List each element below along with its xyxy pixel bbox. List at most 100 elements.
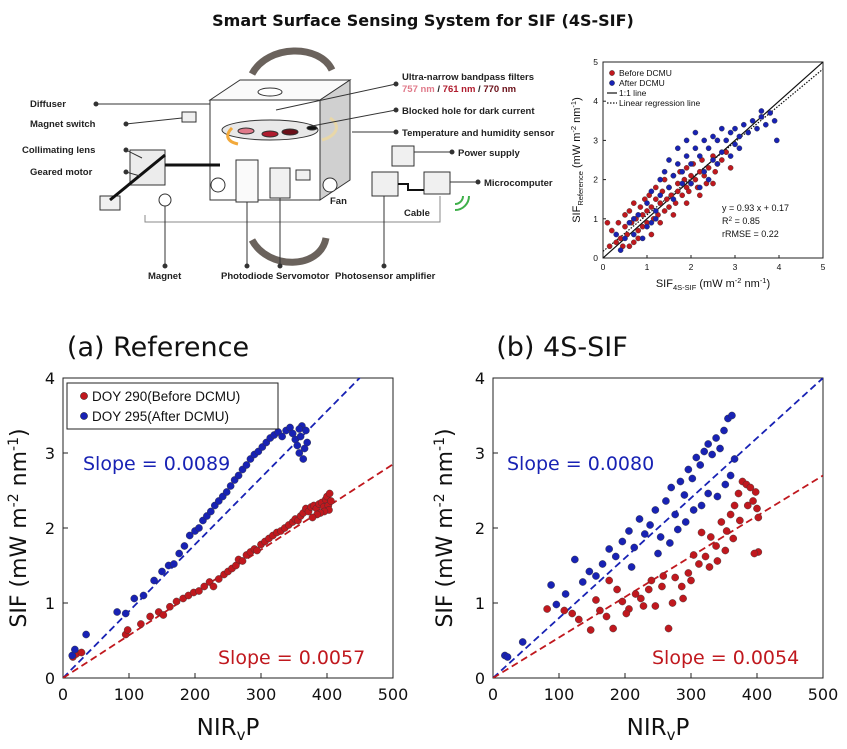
inset-point bbox=[719, 125, 725, 132]
chart-a-point bbox=[137, 620, 145, 628]
chart-b-ytick-label: 4 bbox=[475, 369, 485, 388]
fan-left-icon bbox=[210, 177, 226, 193]
chart-b-ylabel: SIF (mW m-2 nm-1) bbox=[432, 428, 458, 627]
chart-b-point bbox=[679, 594, 687, 603]
chart-b-point bbox=[700, 447, 709, 456]
diffuser-opening bbox=[257, 87, 283, 97]
chart-a-point bbox=[308, 513, 317, 522]
label-microcomputer: Microcomputer bbox=[484, 178, 553, 189]
inset-point bbox=[719, 149, 725, 155]
chart-b-point bbox=[736, 516, 744, 525]
chart-a-point bbox=[242, 461, 251, 469]
chart-a-point bbox=[121, 609, 130, 618]
chart-b-point bbox=[644, 585, 653, 594]
inset-point bbox=[666, 184, 672, 191]
label-geared-motor: Geared motor bbox=[30, 167, 93, 178]
chart-b-point bbox=[722, 527, 731, 535]
chart-a-ytick-label: 4 bbox=[45, 369, 55, 388]
chart-b-point bbox=[671, 573, 679, 582]
chart-4s-sif: (b) 4S-SIF 0 100 200 300 400 500 0 1 2 3 4 Slope =… bbox=[432, 332, 838, 744]
chart-b-point bbox=[677, 582, 686, 591]
housing-front bbox=[209, 99, 321, 201]
chart-b-slope-red: Slope = 0.0054 bbox=[652, 647, 799, 669]
chart-a-ytick-label: 1 bbox=[45, 594, 55, 613]
chart-a-point bbox=[175, 549, 183, 558]
chart-a-point bbox=[159, 611, 168, 619]
inset-point bbox=[635, 212, 642, 218]
chart-b-point bbox=[575, 615, 583, 624]
inset-point bbox=[661, 168, 668, 175]
inset-point bbox=[686, 188, 692, 195]
instrument-schematic bbox=[93, 47, 481, 269]
chart-a-point bbox=[207, 507, 215, 516]
chart-a-point bbox=[146, 612, 154, 621]
inset-point bbox=[679, 192, 686, 199]
legend-after-dcmu: DOY 295(After DCMU) bbox=[92, 409, 229, 424]
chart-a-point bbox=[238, 557, 247, 565]
chart-b-point bbox=[647, 576, 656, 585]
chart-a-xlabel: NIRvP bbox=[197, 715, 260, 744]
inset-point bbox=[631, 239, 637, 246]
chart-b-point bbox=[705, 563, 714, 571]
chart-b-point bbox=[622, 609, 631, 618]
inset-xlabel: SIF4S-SIF (mW m-2 nm-1) bbox=[656, 276, 770, 292]
chart-b-point bbox=[641, 530, 649, 538]
chart-b-ytick-label: 2 bbox=[475, 519, 485, 538]
chart-a-point bbox=[195, 524, 203, 532]
label-photodiode: Photodiode bbox=[221, 271, 273, 282]
inset-point bbox=[727, 153, 734, 159]
chart-a-point bbox=[195, 587, 203, 595]
chart-b-xtick-label: 300 bbox=[676, 685, 707, 704]
filter-761-icon bbox=[261, 130, 279, 138]
chart-a-point bbox=[130, 594, 139, 603]
inset-point bbox=[644, 208, 650, 214]
inset-point bbox=[613, 239, 620, 246]
chart-b-point bbox=[651, 602, 660, 610]
label-photosensor-amplifier: Photosensor amplifier bbox=[335, 271, 436, 282]
rotation-arrow-top-icon bbox=[248, 47, 336, 76]
inset-point bbox=[758, 114, 765, 120]
inset-point bbox=[688, 172, 694, 179]
chart-b-point bbox=[635, 515, 644, 523]
label-diffuser: Diffuser bbox=[30, 99, 66, 110]
chart-b-point bbox=[734, 489, 743, 498]
inset-eq: y = 0.93 x + 0.17 bbox=[722, 203, 789, 213]
chart-a-point bbox=[180, 542, 189, 550]
chart-a-point bbox=[234, 471, 243, 480]
inset-ytick-label: 5 bbox=[593, 57, 598, 67]
chart-a-point bbox=[139, 591, 148, 600]
inset-point bbox=[705, 165, 712, 171]
label-filter-wavelengths: 757 nm / 761 nm / 770 nm bbox=[402, 84, 516, 95]
chart-b-point bbox=[585, 567, 594, 576]
inset-point bbox=[648, 219, 655, 226]
inset-ytick-label: 0 bbox=[593, 253, 598, 263]
inset-point bbox=[657, 219, 664, 226]
chart-a-xtick-label: 200 bbox=[180, 685, 211, 704]
inset-legend-marker-after bbox=[609, 80, 615, 86]
chart-b-point bbox=[637, 594, 645, 603]
chart-b-fit-line bbox=[493, 378, 823, 678]
label-servomotor: Servomotor bbox=[276, 271, 330, 282]
chart-b-xlabel: NIRvP bbox=[627, 715, 690, 744]
inset-point bbox=[767, 110, 774, 116]
chart-b-point bbox=[646, 521, 654, 529]
inset-point bbox=[626, 219, 633, 226]
chart-b-point bbox=[720, 426, 728, 435]
inset-ytick-label: 2 bbox=[593, 175, 598, 185]
inset-point bbox=[758, 108, 765, 114]
inset-point bbox=[710, 157, 716, 163]
inset-point bbox=[683, 137, 690, 144]
chart-a-slope-red: Slope = 0.0057 bbox=[218, 647, 365, 669]
chart-a-point bbox=[222, 488, 231, 496]
inset-point bbox=[727, 129, 734, 136]
label-magnet: Magnet bbox=[148, 271, 182, 282]
inset-point bbox=[626, 208, 633, 214]
chart-b-point bbox=[668, 599, 677, 607]
chart-a-point bbox=[170, 560, 178, 568]
chart-a-point bbox=[166, 602, 174, 611]
inset-point bbox=[653, 196, 659, 202]
chart-b-point bbox=[561, 590, 570, 598]
inset-xtick-label: 1 bbox=[645, 262, 650, 272]
inset-point bbox=[631, 231, 637, 238]
inset-legend-marker-before bbox=[609, 70, 615, 76]
